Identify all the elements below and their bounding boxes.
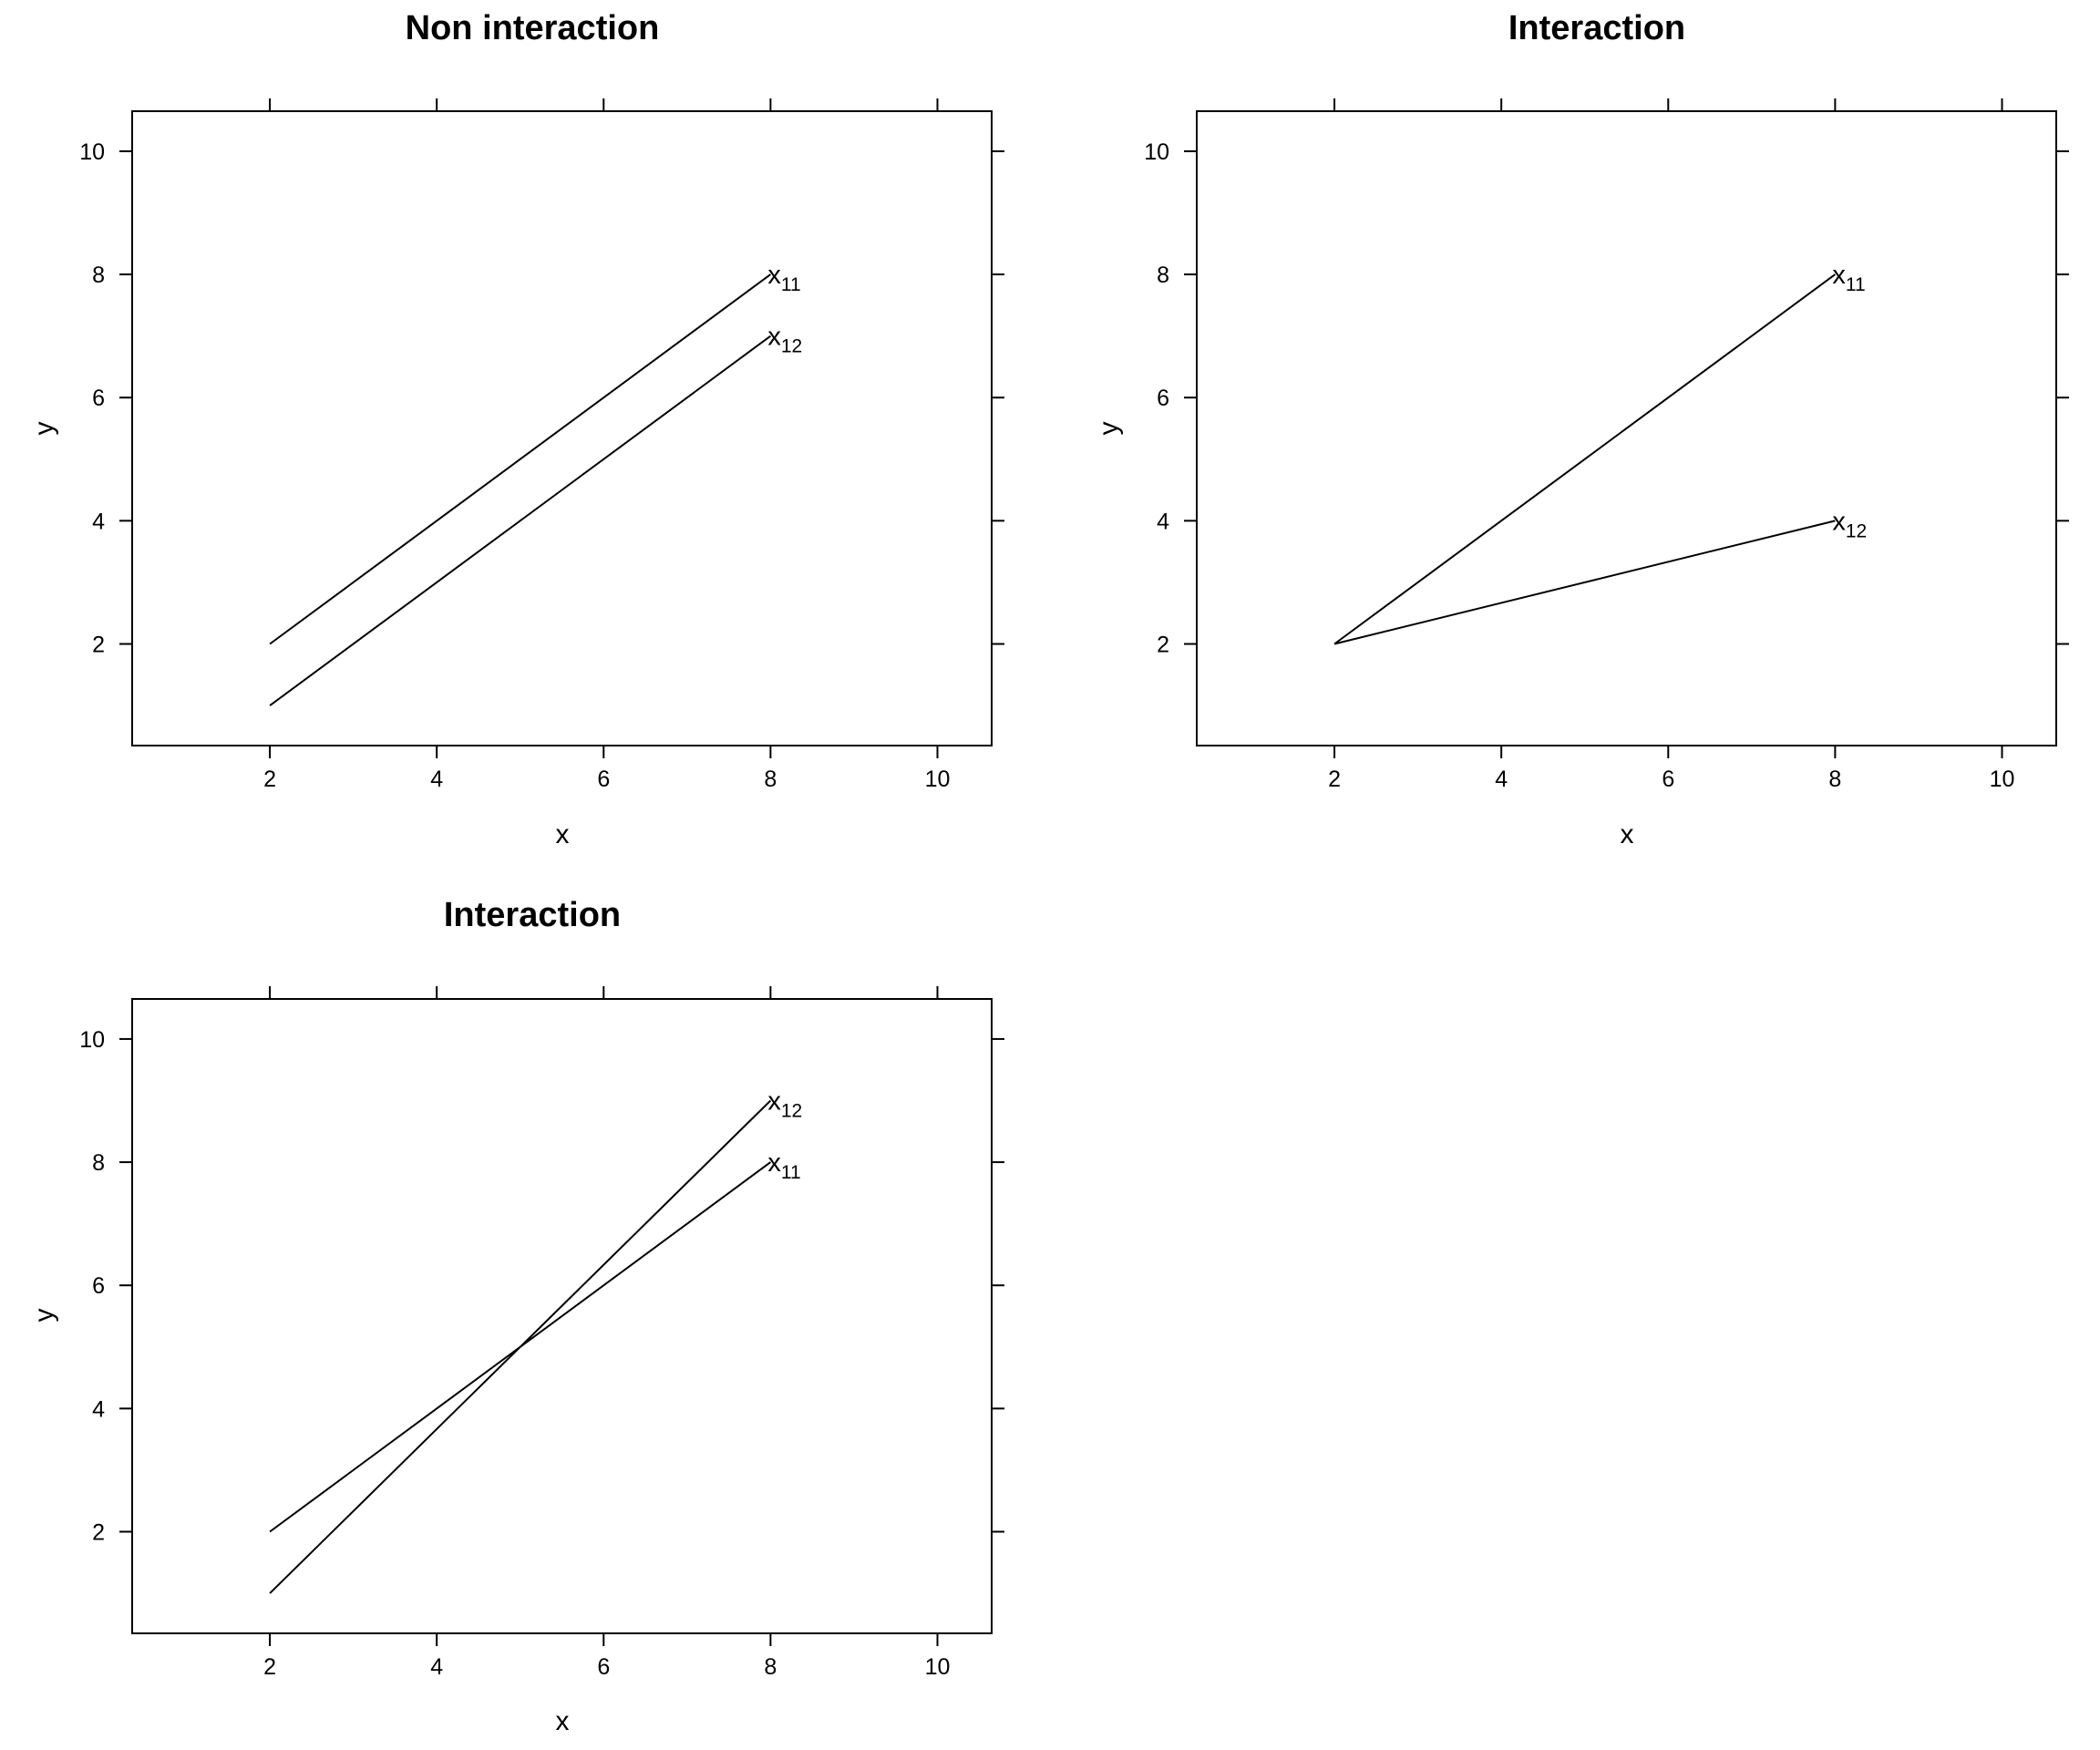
y-tick-label: 2 <box>92 1520 105 1546</box>
x-tick-label: 8 <box>764 1654 777 1680</box>
x-tick-label: 4 <box>430 1654 443 1680</box>
x-tick-label: 6 <box>597 1654 610 1680</box>
series-label-subscript: 12 <box>781 1100 802 1121</box>
series-label-base: x <box>1832 507 1846 536</box>
x-tick-label: 4 <box>1495 767 1508 792</box>
plot-frame <box>1196 110 2057 746</box>
series-label-subscript: 11 <box>781 274 801 295</box>
x-tick-label: 6 <box>597 767 610 792</box>
series-label-subscript: 11 <box>781 1162 801 1183</box>
y-tick-label: 10 <box>79 139 105 165</box>
y-tick-label: 6 <box>92 386 105 411</box>
series-label-subscript: 11 <box>1846 274 1866 295</box>
x-tick-label: 2 <box>263 1654 276 1680</box>
y-tick-label: 6 <box>1157 386 1169 411</box>
x-tick-label: 10 <box>1990 767 2015 792</box>
y-tick-label: 8 <box>92 1150 105 1176</box>
panel-title: Interaction <box>1508 9 1685 47</box>
series-end-label: x12 <box>1832 507 1867 541</box>
series-end-label: x11 <box>767 261 800 295</box>
plot-frame <box>131 998 993 1634</box>
y-tick-label: 4 <box>1157 509 1169 534</box>
x-tick-label: 8 <box>764 767 777 792</box>
series-end-label: x12 <box>767 323 802 357</box>
series-label-base: x <box>767 261 781 290</box>
y-tick-label: 4 <box>92 509 105 534</box>
y-tick-label: 6 <box>92 1273 105 1299</box>
series-label-base: x <box>767 1148 781 1178</box>
x-tick-label: 2 <box>263 767 276 792</box>
series-label-subscript: 12 <box>1846 520 1867 541</box>
x-tick-label: 2 <box>1328 767 1341 792</box>
y-tick-label: 2 <box>1157 633 1169 658</box>
series-line-x12 <box>269 335 771 706</box>
x-tick-label: 10 <box>925 767 951 792</box>
panel-title: Interaction <box>444 896 621 934</box>
series-line-x12 <box>269 1099 772 1594</box>
series-line-x12 <box>1333 520 1836 645</box>
y-tick-label: 2 <box>92 633 105 658</box>
x-axis-label: x <box>1621 819 1634 849</box>
x-tick-label: 6 <box>1662 767 1674 792</box>
series-end-label: x11 <box>1832 261 1865 295</box>
series-label-base: x <box>767 1086 781 1116</box>
y-tick-label: 8 <box>1157 262 1169 288</box>
y-tick-label: 4 <box>92 1396 105 1422</box>
series-label-subscript: 12 <box>781 336 802 357</box>
y-tick-label: 10 <box>1144 139 1169 165</box>
series-label-base: x <box>1832 261 1846 290</box>
y-tick-label: 8 <box>92 262 105 288</box>
y-axis-label: y <box>1094 422 1124 436</box>
y-axis-label: y <box>29 422 59 436</box>
panel-title: Non interaction <box>406 9 660 47</box>
y-axis-label: y <box>29 1309 59 1323</box>
series-line-x11 <box>269 273 771 645</box>
series-end-label: x12 <box>767 1086 802 1121</box>
x-tick-label: 8 <box>1828 767 1841 792</box>
x-axis-label: x <box>556 1706 570 1736</box>
x-tick-label: 10 <box>925 1654 951 1680</box>
plot-frame <box>131 110 993 746</box>
series-label-base: x <box>767 323 781 352</box>
series-end-label: x11 <box>767 1148 800 1183</box>
series-line-x11 <box>1333 273 1836 645</box>
x-tick-label: 4 <box>430 767 443 792</box>
y-tick-label: 10 <box>79 1027 105 1053</box>
x-axis-label: x <box>556 819 570 849</box>
